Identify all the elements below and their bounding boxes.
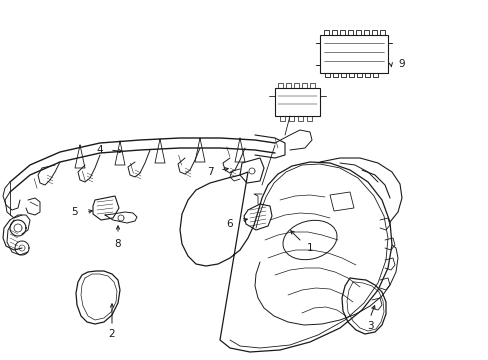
Text: 5: 5 [71,207,77,217]
Text: 3: 3 [366,321,372,331]
Text: 9: 9 [398,59,405,69]
Text: 2: 2 [108,329,115,339]
Text: 6: 6 [226,219,233,229]
Text: 8: 8 [115,239,121,249]
Text: 1: 1 [306,243,313,253]
Text: 7: 7 [206,167,213,177]
Text: 4: 4 [97,145,103,155]
